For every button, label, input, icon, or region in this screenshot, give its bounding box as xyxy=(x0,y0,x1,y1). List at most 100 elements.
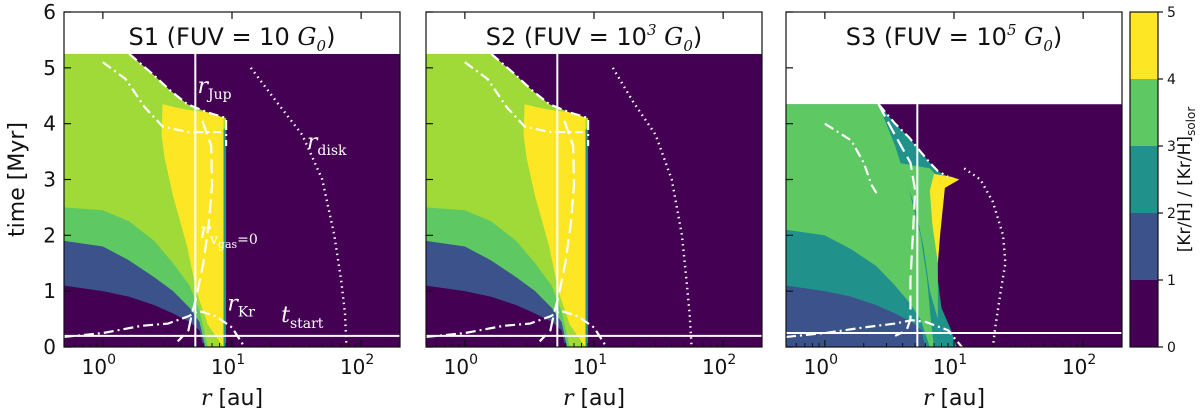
annotation-main: t xyxy=(281,303,290,328)
x-tick-exp: 0 xyxy=(107,352,116,368)
title-g: G xyxy=(1017,23,1044,51)
x-axis-var: r xyxy=(923,386,935,411)
annotation-label: rKr xyxy=(227,292,255,321)
annotation-sub: start xyxy=(290,316,324,332)
title-close: ) xyxy=(1053,23,1062,51)
x-tick-exp: 0 xyxy=(469,352,478,368)
x-tick-base: 10 xyxy=(211,355,236,379)
title-g-sub: 0 xyxy=(683,37,693,55)
x-axis-unit: [au] xyxy=(573,386,625,411)
x-axis-label: r [au] xyxy=(923,386,985,411)
x-tick-exp: 2 xyxy=(1087,352,1096,368)
x-tick-base: 10 xyxy=(444,355,469,379)
x-tick-label: 100 xyxy=(444,352,478,379)
x-axis-unit: [au] xyxy=(211,386,263,411)
colorbar-label-sub: solor xyxy=(1184,107,1198,136)
annotation-sub: Kr xyxy=(238,305,255,321)
colorbar-segment xyxy=(1130,146,1158,213)
title-g-sub: 0 xyxy=(1043,37,1053,55)
title-exponent: 5 xyxy=(1007,21,1017,39)
abundance-band xyxy=(426,285,566,347)
colorbar-segment xyxy=(1130,12,1158,79)
x-axis-unit: [au] xyxy=(933,386,985,411)
colorbar-segment xyxy=(1130,280,1158,347)
annotation-sub: v xyxy=(209,232,218,248)
title-g: G xyxy=(297,23,316,51)
title-g-sub: 0 xyxy=(317,37,327,55)
colorbar-label-text: [Kr/H] / [Kr/H] xyxy=(1175,136,1195,252)
colorbar-tick-label: 3 xyxy=(1167,139,1176,155)
x-tick-exp: 2 xyxy=(365,352,374,368)
annotation-main: r xyxy=(227,292,239,317)
r-kr-curve xyxy=(824,122,880,197)
annotation-main: r xyxy=(199,219,211,244)
x-tick-label: 100 xyxy=(82,352,116,379)
disk-boundary-curve xyxy=(877,103,949,178)
y-tick-label: 4 xyxy=(43,112,56,136)
x-tick-exp: 2 xyxy=(727,352,736,368)
high-abundance-region xyxy=(161,104,224,347)
r-kr-curve xyxy=(102,61,221,134)
colorbar-tick-label: 5 xyxy=(1167,5,1176,21)
x-tick-exp: 0 xyxy=(829,352,838,368)
r-vgas-curve xyxy=(176,120,214,343)
x-tick-label: 101 xyxy=(211,352,245,379)
x-tick-base: 10 xyxy=(933,355,958,379)
r-vgas-curve xyxy=(538,120,576,343)
x-tick-label: 101 xyxy=(933,352,967,379)
abundance-band xyxy=(64,285,204,347)
x-tick-exp: 1 xyxy=(236,352,245,368)
x-tick-exp: 1 xyxy=(598,352,607,368)
high-abundance-region xyxy=(523,104,586,347)
x-tick-exp: 1 xyxy=(958,352,967,368)
abundance-band xyxy=(786,285,926,347)
panel-title: S2 (FUV = 103 G0) xyxy=(486,21,702,55)
r-kr-inner-curve xyxy=(64,309,246,347)
x-tick-label: 102 xyxy=(702,352,736,379)
r-disk-curve xyxy=(963,167,1007,347)
edge-rim xyxy=(223,129,227,347)
annotation-label: rJup xyxy=(197,74,231,103)
y-tick-label: 6 xyxy=(43,0,56,24)
colorbar-tick-label: 0 xyxy=(1167,340,1176,356)
annotation-subsub: gas xyxy=(218,238,238,251)
x-axis-label: r [au] xyxy=(563,386,625,411)
y-axis-label: time [Myr] xyxy=(5,122,30,237)
disk-boundary-curve xyxy=(128,53,228,146)
annotation-sub: Jup xyxy=(206,87,232,103)
title-text: S3 (FUV = 10 xyxy=(846,23,1007,51)
panel-title: S3 (FUV = 105 G0) xyxy=(846,21,1062,55)
y-tick-label: 0 xyxy=(43,335,56,359)
annotation-sub: disk xyxy=(317,143,347,159)
colorbar-tick-label: 2 xyxy=(1167,206,1176,222)
x-axis-label: r [au] xyxy=(201,386,263,411)
title-text: S1 (FUV = 10 xyxy=(129,23,298,51)
title-text: S2 (FUV = 10 xyxy=(486,23,647,51)
x-tick-base: 10 xyxy=(82,355,107,379)
title-close: ) xyxy=(326,23,335,51)
colorbar-tick-label: 4 xyxy=(1167,72,1176,88)
colorbar-segment xyxy=(1130,213,1158,280)
r-kr-inner-curve xyxy=(426,309,608,347)
annotation-label: rvgas=0 xyxy=(199,219,257,251)
panel-3 xyxy=(786,12,1122,347)
annotation-main: r xyxy=(197,74,209,99)
x-tick-label: 101 xyxy=(573,352,607,379)
y-tick-label: 5 xyxy=(43,56,56,80)
x-tick-base: 10 xyxy=(804,355,829,379)
title-g: G xyxy=(657,23,684,51)
r-vgas-curve xyxy=(877,103,917,337)
high-abundance-region xyxy=(929,173,960,264)
x-axis-var: r xyxy=(563,386,575,411)
annotation-tail: =0 xyxy=(237,232,258,248)
y-tick-label: 2 xyxy=(43,223,56,247)
panel-2 xyxy=(426,12,762,347)
colorbar-segment xyxy=(1130,79,1158,146)
x-tick-base: 10 xyxy=(1062,355,1087,379)
colorbar-label: [Kr/H] / [Kr/H]solor xyxy=(1175,107,1198,253)
edge-rim xyxy=(585,129,589,347)
x-tick-base: 10 xyxy=(340,355,365,379)
x-tick-label: 102 xyxy=(340,352,374,379)
